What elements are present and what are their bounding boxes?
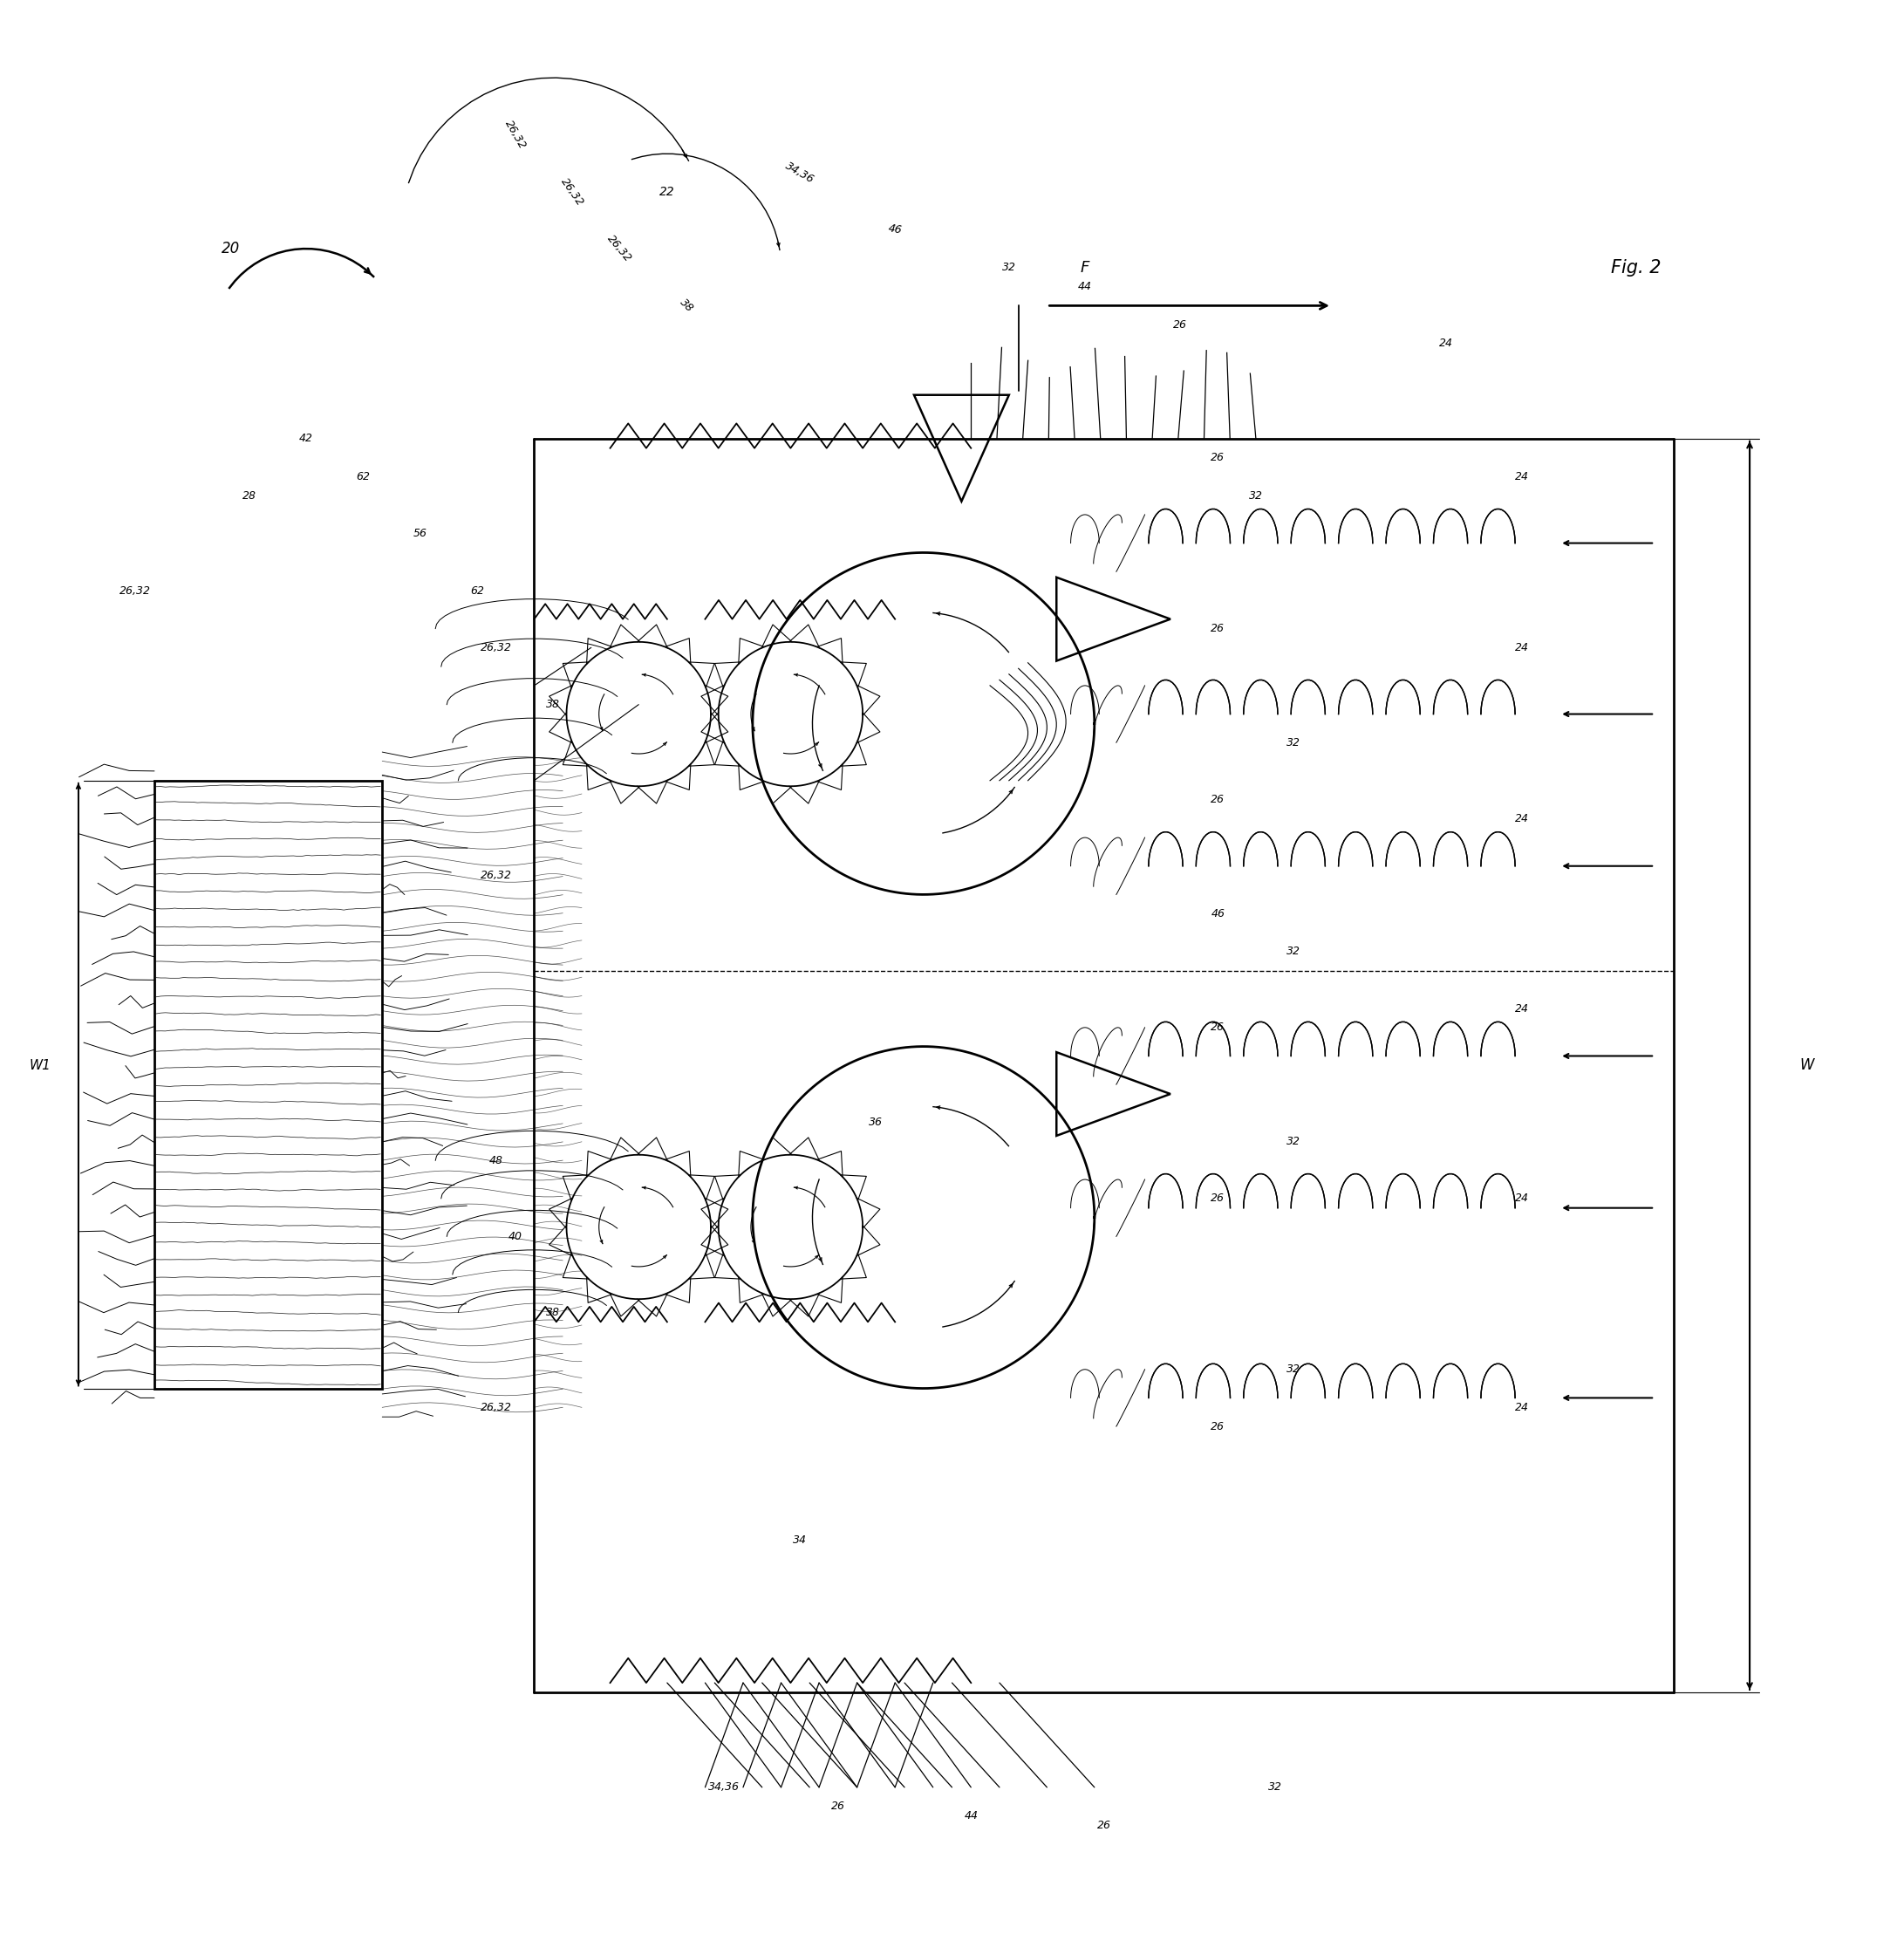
Text: 46: 46 [887,223,902,237]
Text: 32: 32 [1287,945,1300,957]
Text: 32: 32 [1287,1135,1300,1147]
Text: 38: 38 [678,297,695,314]
Text: 26: 26 [1211,623,1224,635]
Text: W: W [1799,1058,1815,1073]
Text: 22: 22 [659,186,674,198]
Text: F: F [1080,260,1089,276]
Text: 44: 44 [963,1811,979,1821]
Text: 32: 32 [1287,1365,1300,1374]
Text: 24: 24 [1439,338,1453,349]
Text: 26,32: 26,32 [480,870,512,881]
Text: 26: 26 [1211,794,1224,806]
Text: 36: 36 [868,1116,883,1128]
Text: 26: 26 [1211,1021,1224,1033]
Text: 26,32: 26,32 [605,233,634,264]
Text: 26: 26 [1211,452,1224,464]
Text: 62: 62 [356,472,369,481]
Text: 62: 62 [470,584,484,596]
Text: 26: 26 [830,1801,845,1813]
Text: 34,36: 34,36 [784,159,817,186]
Text: 26,32: 26,32 [558,175,586,208]
Text: 38: 38 [546,699,560,710]
Text: 32: 32 [1002,262,1017,274]
Text: 26: 26 [1211,1194,1224,1203]
Text: 26,32: 26,32 [120,584,150,596]
Text: 24: 24 [1516,642,1529,654]
Text: Fig. 2: Fig. 2 [1611,258,1660,276]
Text: 28: 28 [242,489,257,501]
Text: 40: 40 [508,1231,522,1242]
Bar [154,780,383,1388]
Text: 26: 26 [1097,1819,1110,1830]
Text: 32: 32 [1249,489,1262,501]
Text: 32: 32 [1287,738,1300,747]
Text: W1: W1 [30,1060,51,1071]
Text: 24: 24 [1516,1194,1529,1203]
Text: 48: 48 [489,1155,503,1167]
Text: 26,32: 26,32 [503,118,527,151]
Text: 42: 42 [299,433,314,444]
Text: 26: 26 [1211,1421,1224,1432]
Text: 24: 24 [1516,1003,1529,1013]
Text: 26,32: 26,32 [480,642,512,654]
Text: 26,32: 26,32 [480,1401,512,1413]
Text: 44: 44 [1078,281,1091,293]
Text: 34: 34 [794,1535,807,1547]
Text: 38: 38 [546,1306,560,1318]
Text: 56: 56 [413,528,426,540]
Text: 20: 20 [221,241,240,256]
Text: 26: 26 [1173,318,1186,330]
Text: 32: 32 [1268,1782,1281,1793]
Text: 46: 46 [1211,908,1224,920]
Text: 24: 24 [1516,472,1529,481]
Text: 24: 24 [1516,813,1529,825]
Text: 34,36: 34,36 [708,1782,741,1793]
Text: 24: 24 [1516,1401,1529,1413]
